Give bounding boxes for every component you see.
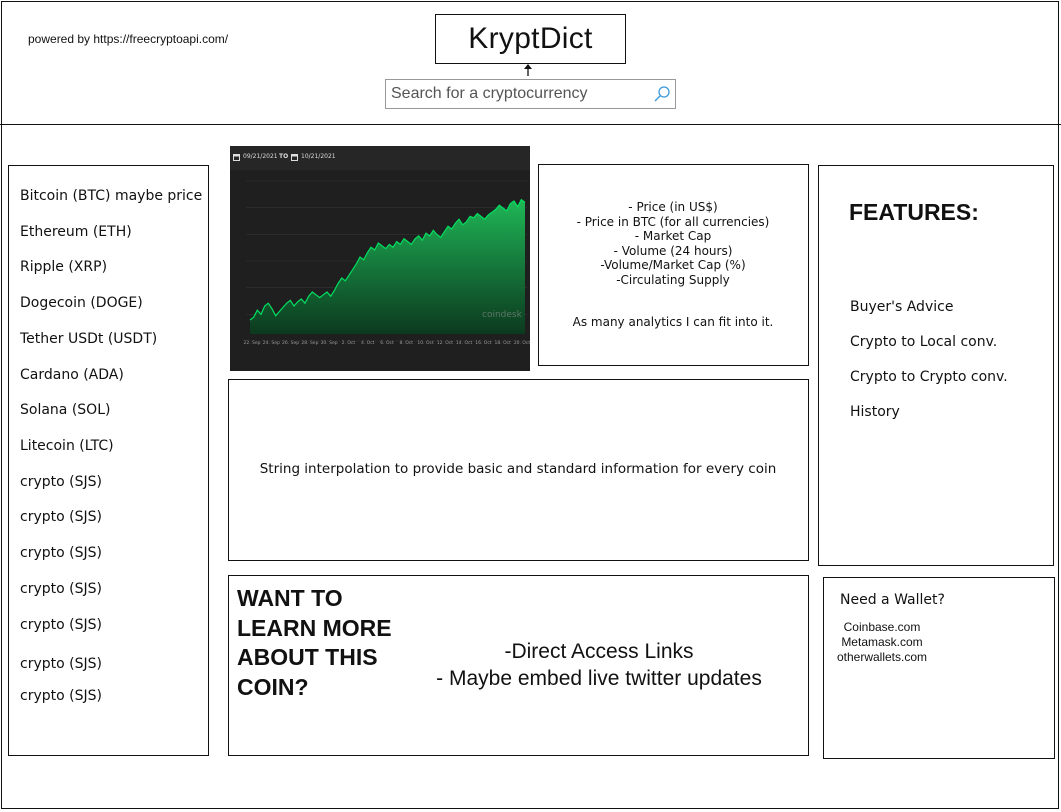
features-panel: FEATURES: Buyer's Advice Crypto to Local …: [818, 165, 1054, 566]
chart-date-to-label: TO: [279, 153, 289, 160]
analytics-item: - Volume (24 hours): [613, 243, 733, 258]
features-title: FEATURES:: [849, 199, 979, 225]
learn-more-links: -Direct Access Links - Maybe embed live t…: [419, 638, 779, 692]
learn-more-link[interactable]: - Maybe embed live twitter updates: [436, 667, 762, 690]
chart-x-tick: 12. Oct: [437, 340, 454, 346]
feature-item[interactable]: Buyer's Advice: [850, 299, 954, 315]
analytics-item: - Price in BTC (for all currencies): [576, 214, 770, 229]
chart-x-tick: 2. Oct: [342, 340, 356, 346]
search-input[interactable]: [391, 85, 641, 103]
wallet-box: Need a Wallet? Coinbase.com Metamask.com o…: [823, 577, 1055, 759]
chart-x-tick: 8. Oct: [400, 340, 414, 346]
wallet-title: Need a Wallet?: [840, 592, 945, 608]
coin-sidebar: Bitcoin (BTC) maybe price Ethereum (ETH) R…: [8, 165, 209, 756]
chart-x-tick: 18. Oct: [495, 340, 512, 346]
wallet-links: Coinbase.com Metamask.com otherwallets.com: [824, 620, 940, 664]
chart-watermark: coindesk: [482, 310, 523, 320]
analytics-item: -Volume/Market Cap (%): [600, 258, 746, 273]
analytics-item: - Price (in US$): [628, 200, 718, 214]
sidebar-coin-item[interactable]: crypto (SJS): [20, 688, 102, 704]
analytics-box: - Price (in US$) - Price in BTC (for all …: [538, 164, 809, 366]
chart-area: [250, 199, 525, 334]
sidebar-coin-item[interactable]: Ethereum (ETH): [20, 224, 132, 240]
chart-line: [249, 198, 526, 321]
learn-more-title-line: LEARN MORE: [237, 614, 392, 641]
chart-date-to[interactable]: 10/21/2021: [301, 153, 336, 160]
logo-box[interactable]: KryptDict: [435, 14, 626, 64]
app-logo: KryptDict: [468, 22, 593, 55]
analytics-note: As many analytics I can fit into it.: [572, 315, 774, 329]
chart-date-from[interactable]: 09/21/2021: [243, 153, 278, 160]
chart-x-tick: 24. Sep: [263, 340, 280, 346]
learn-more-title-line: COIN?: [237, 673, 309, 700]
calendar-icon[interactable]: [291, 153, 298, 161]
sidebar-coin-item[interactable]: crypto (SJS): [20, 509, 102, 525]
feature-item[interactable]: History: [850, 404, 900, 420]
learn-more-title-line: WANT TO: [237, 585, 343, 611]
chart-x-tick: 10. Oct: [417, 340, 434, 346]
sidebar-coin-item[interactable]: Tether USDt (USDT): [20, 331, 158, 347]
chart-x-tick: 26. Sep: [282, 340, 299, 346]
sidebar-coin-item[interactable]: crypto (SJS): [20, 545, 102, 561]
learn-more-link[interactable]: -Direct Access Links: [504, 640, 694, 663]
sidebar-coin-item[interactable]: Bitcoin (BTC) maybe price: [20, 188, 203, 204]
sidebar-coin-item[interactable]: crypto (SJS): [20, 581, 102, 597]
chart-x-tick: 14. Oct: [456, 340, 473, 346]
calendar-icon[interactable]: [233, 153, 240, 161]
wallet-link[interactable]: Metamask.com: [841, 634, 923, 649]
chart-x-tick: 20. Oct: [514, 340, 530, 346]
price-chart: 09/21/2021 TO 10/21/2021 22. Sep 24. Sep 2…: [230, 146, 530, 371]
sidebar-coin-item[interactable]: Ripple (XRP): [20, 259, 108, 275]
chart-plot: 22. Sep 24. Sep 26. Sep 28. Sep 30. Sep 2. Oc…: [243, 180, 530, 346]
sidebar-coin-item[interactable]: Solana (SOL): [20, 402, 111, 418]
feature-item[interactable]: Crypto to Local conv.: [850, 334, 998, 350]
powered-by-text: powered by https://freecryptoapi.com/: [28, 32, 229, 46]
chart-x-tick: 30. Sep: [321, 340, 338, 346]
chart-x-tick: 16. Oct: [475, 340, 492, 346]
chart-date-range: 09/21/2021 TO 10/21/2021: [230, 146, 530, 170]
sidebar-coin-item[interactable]: Dogecoin (DOGE): [20, 295, 143, 311]
learn-more-title: WANT TO LEARN MORE ABOUT THIS COIN?: [237, 584, 392, 702]
sidebar-coin-item[interactable]: crypto (SJS): [20, 656, 102, 672]
arrow-up-icon: [524, 64, 532, 76]
analytics-item: -Circulating Supply: [616, 272, 730, 287]
search-bar[interactable]: [385, 79, 676, 109]
sidebar-coin-item[interactable]: Litecoin (LTC): [20, 438, 114, 454]
wallet-link[interactable]: Coinbase.com: [843, 620, 921, 634]
search-icon[interactable]: [653, 85, 671, 103]
chart-x-tick: 22. Sep: [243, 340, 260, 346]
analytics-list: - Price (in US$) - Price in BTC (for all …: [539, 200, 807, 288]
header-divider: [0, 124, 1061, 125]
sidebar-coin-item[interactable]: crypto (SJS): [20, 474, 102, 490]
chart-x-tick: 28. Sep: [301, 340, 318, 346]
sidebar-coin-item[interactable]: Cardano (ADA): [20, 367, 124, 383]
wallet-link[interactable]: otherwallets.com: [836, 649, 928, 664]
sidebar-coin-item[interactable]: crypto (SJS): [20, 617, 102, 633]
feature-item[interactable]: Crypto to Crypto conv.: [850, 369, 1008, 385]
chart-x-tick: 4. Oct: [361, 340, 375, 346]
analytics-item: - Market Cap: [634, 229, 712, 244]
coin-info-box: String interpolation to provide basic an…: [228, 379, 809, 561]
learn-more-box: WANT TO LEARN MORE ABOUT THIS COIN? -Direct…: [228, 575, 809, 756]
coin-info-text: String interpolation to provide basic an…: [259, 461, 777, 477]
chart-x-ticks: 22. Sep 24. Sep 26. Sep 28. Sep 30. Sep 2. Oc…: [243, 340, 530, 346]
learn-more-title-line: ABOUT THIS: [237, 644, 378, 670]
chart-x-tick: 6. Oct: [380, 340, 394, 346]
